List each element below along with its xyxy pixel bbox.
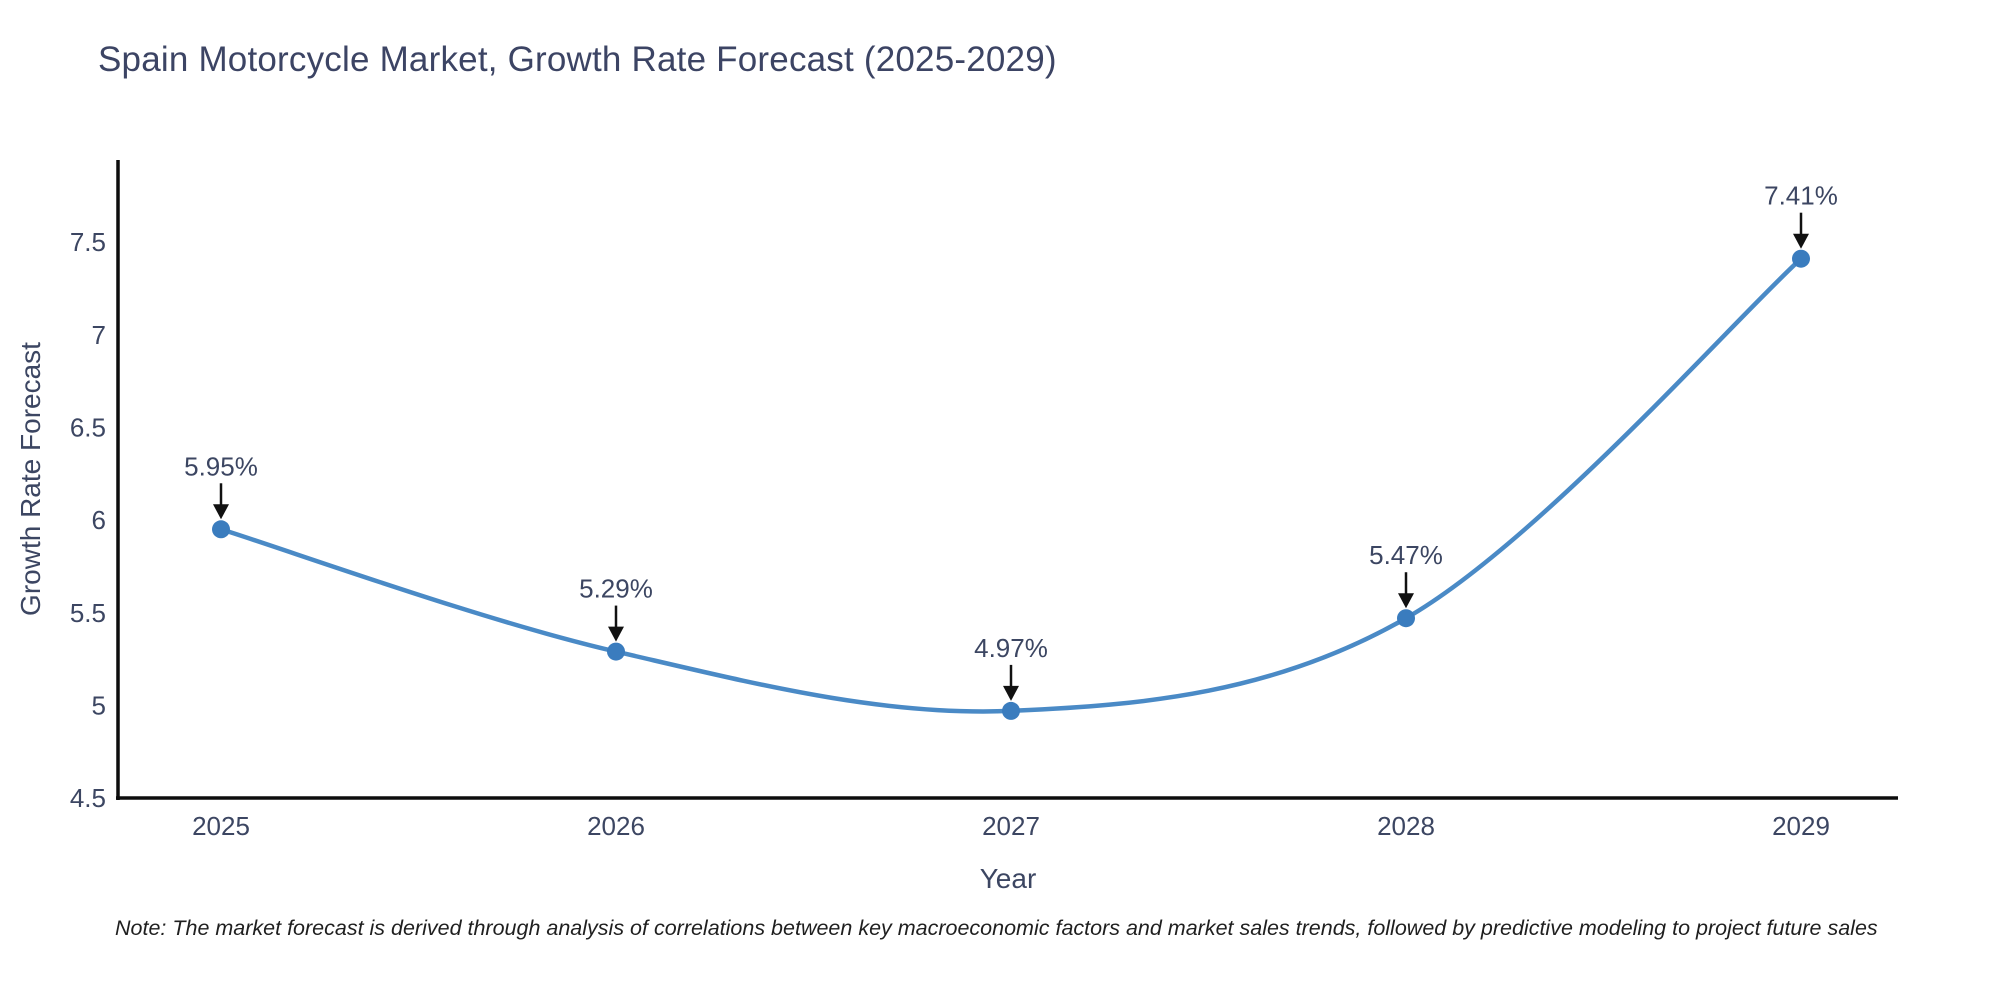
data-point[interactable] xyxy=(1397,609,1415,628)
data-point-label: 4.97% xyxy=(974,633,1048,663)
y-tick-label: 5.5 xyxy=(70,598,106,628)
data-point[interactable] xyxy=(607,642,625,661)
data-point[interactable] xyxy=(212,520,230,539)
chart-title: Spain Motorcycle Market, Growth Rate For… xyxy=(98,40,1057,79)
y-tick-label: 6 xyxy=(92,505,106,535)
data-point-label: 5.47% xyxy=(1369,540,1443,570)
annotation-arrowhead xyxy=(213,504,229,520)
x-axis-title: Year xyxy=(980,863,1037,894)
y-tick-label: 4.5 xyxy=(70,783,106,813)
x-tick-label: 2029 xyxy=(1772,811,1830,841)
data-point-label: 7.41% xyxy=(1764,181,1838,211)
annotation-arrowhead xyxy=(608,626,624,642)
x-tick-label: 2027 xyxy=(982,811,1040,841)
data-point[interactable] xyxy=(1002,701,1020,720)
trend-line xyxy=(220,257,1803,714)
x-tick-label: 2026 xyxy=(587,811,645,841)
y-axis-title: Growth Rate Forecast xyxy=(15,342,46,616)
annotation-arrowhead xyxy=(1003,685,1019,701)
data-point-label: 5.95% xyxy=(184,451,258,481)
annotation-arrowhead xyxy=(1398,593,1414,609)
x-tick-label: 2025 xyxy=(192,811,250,841)
y-tick-label: 7 xyxy=(92,320,106,350)
footnote-text: Note: The market forecast is derived thr… xyxy=(115,916,1878,940)
data-point[interactable] xyxy=(1792,249,1810,268)
data-point-label: 5.29% xyxy=(579,574,653,604)
y-tick-label: 6.5 xyxy=(70,412,106,442)
x-tick-label: 2028 xyxy=(1377,811,1435,841)
y-tick-label: 7.5 xyxy=(70,227,106,257)
y-tick-label: 5 xyxy=(92,690,106,720)
annotation-arrowhead xyxy=(1793,233,1809,249)
